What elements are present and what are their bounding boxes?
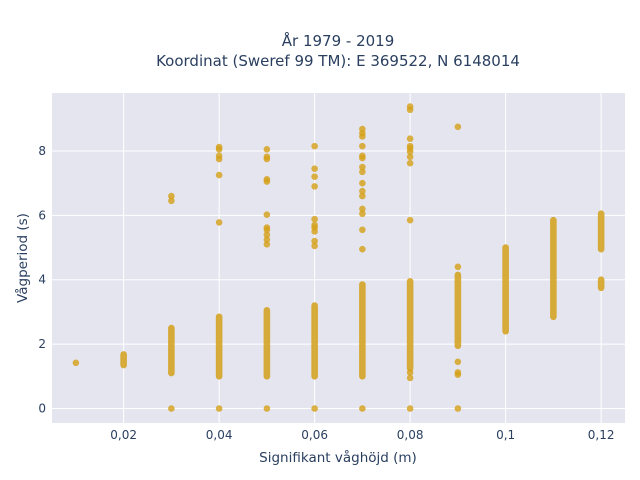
data-point	[406, 142, 414, 150]
data-point	[406, 135, 414, 143]
data-point	[263, 241, 271, 248]
data-point	[311, 237, 318, 245]
data-point	[359, 205, 366, 213]
data-point	[311, 142, 318, 150]
data-point	[311, 405, 318, 412]
x-tick-label: 0,1	[496, 428, 515, 442]
data-point	[311, 221, 318, 229]
data-point	[359, 142, 366, 150]
data-point	[359, 168, 366, 176]
data-point-cluster	[120, 351, 127, 369]
plot-background	[52, 93, 625, 423]
data-point	[359, 210, 366, 218]
data-point	[359, 192, 366, 200]
data-points	[72, 103, 605, 412]
data-point	[406, 369, 414, 376]
data-point	[359, 187, 366, 195]
data-point-cluster	[263, 307, 271, 380]
data-point	[359, 226, 366, 234]
data-point	[406, 159, 414, 167]
data-point-cluster	[168, 324, 175, 377]
data-point	[263, 211, 271, 218]
data-point	[263, 153, 271, 161]
data-point-cluster	[454, 271, 462, 350]
tick-labels: 0,02 0,04 0,06 0,08 0,1 0,12 0 2 4 6 8	[38, 144, 614, 442]
data-point	[406, 153, 414, 161]
data-point	[168, 405, 175, 412]
data-point-cluster	[502, 244, 509, 335]
data-point-cluster	[215, 313, 223, 380]
y-tick-label: 4	[38, 273, 46, 287]
data-point	[359, 163, 366, 171]
data-point-cluster	[406, 278, 414, 372]
data-point-cluster	[597, 276, 605, 292]
data-point	[359, 179, 366, 187]
data-point	[215, 405, 223, 412]
data-point	[311, 215, 318, 223]
y-tick-label: 2	[38, 337, 46, 351]
data-point	[454, 123, 462, 131]
data-point	[311, 183, 318, 190]
data-point	[263, 175, 271, 183]
data-point-cluster	[311, 302, 318, 380]
data-point	[454, 405, 462, 412]
data-point	[215, 143, 223, 151]
data-point	[263, 146, 271, 153]
data-point-cluster	[359, 281, 366, 380]
data-point	[215, 219, 223, 226]
data-point	[406, 405, 414, 412]
x-tick-label: 0,12	[588, 428, 615, 442]
data-point	[359, 125, 366, 133]
y-tick-label: 8	[38, 144, 46, 158]
data-point-cluster	[597, 210, 605, 253]
data-point	[311, 173, 318, 181]
y-tick-label: 0	[38, 402, 46, 416]
data-point	[454, 358, 462, 366]
data-point	[359, 405, 366, 412]
data-point	[406, 103, 414, 110]
chart-subtitle: Koordinat (Sweref 99 TM): E 369522, N 61…	[156, 52, 520, 70]
data-point	[168, 192, 175, 200]
data-point	[72, 359, 80, 367]
data-point	[359, 245, 366, 253]
data-point	[168, 197, 175, 205]
data-point-cluster	[550, 216, 557, 321]
data-point	[215, 171, 223, 179]
x-tick-label: 0,08	[397, 428, 424, 442]
data-point	[359, 152, 366, 160]
data-point	[263, 405, 271, 412]
data-point	[263, 224, 271, 231]
data-point	[263, 236, 271, 243]
data-point	[454, 369, 462, 376]
data-point	[454, 263, 462, 271]
data-point	[311, 242, 318, 250]
x-tick-label: 0,04	[206, 428, 233, 442]
data-point	[263, 231, 271, 238]
chart-title: År 1979 - 2019	[282, 31, 395, 50]
x-axis-title: Signifikant våghöjd (m)	[259, 449, 417, 466]
y-tick-label: 6	[38, 208, 46, 222]
data-point	[406, 374, 414, 382]
x-tick-label: 0,02	[110, 428, 137, 442]
data-point	[406, 216, 414, 224]
x-tick-label: 0,06	[301, 428, 328, 442]
data-point	[215, 152, 223, 160]
y-axis-title: Vågperiod (s)	[14, 213, 31, 303]
data-point	[311, 165, 318, 172]
